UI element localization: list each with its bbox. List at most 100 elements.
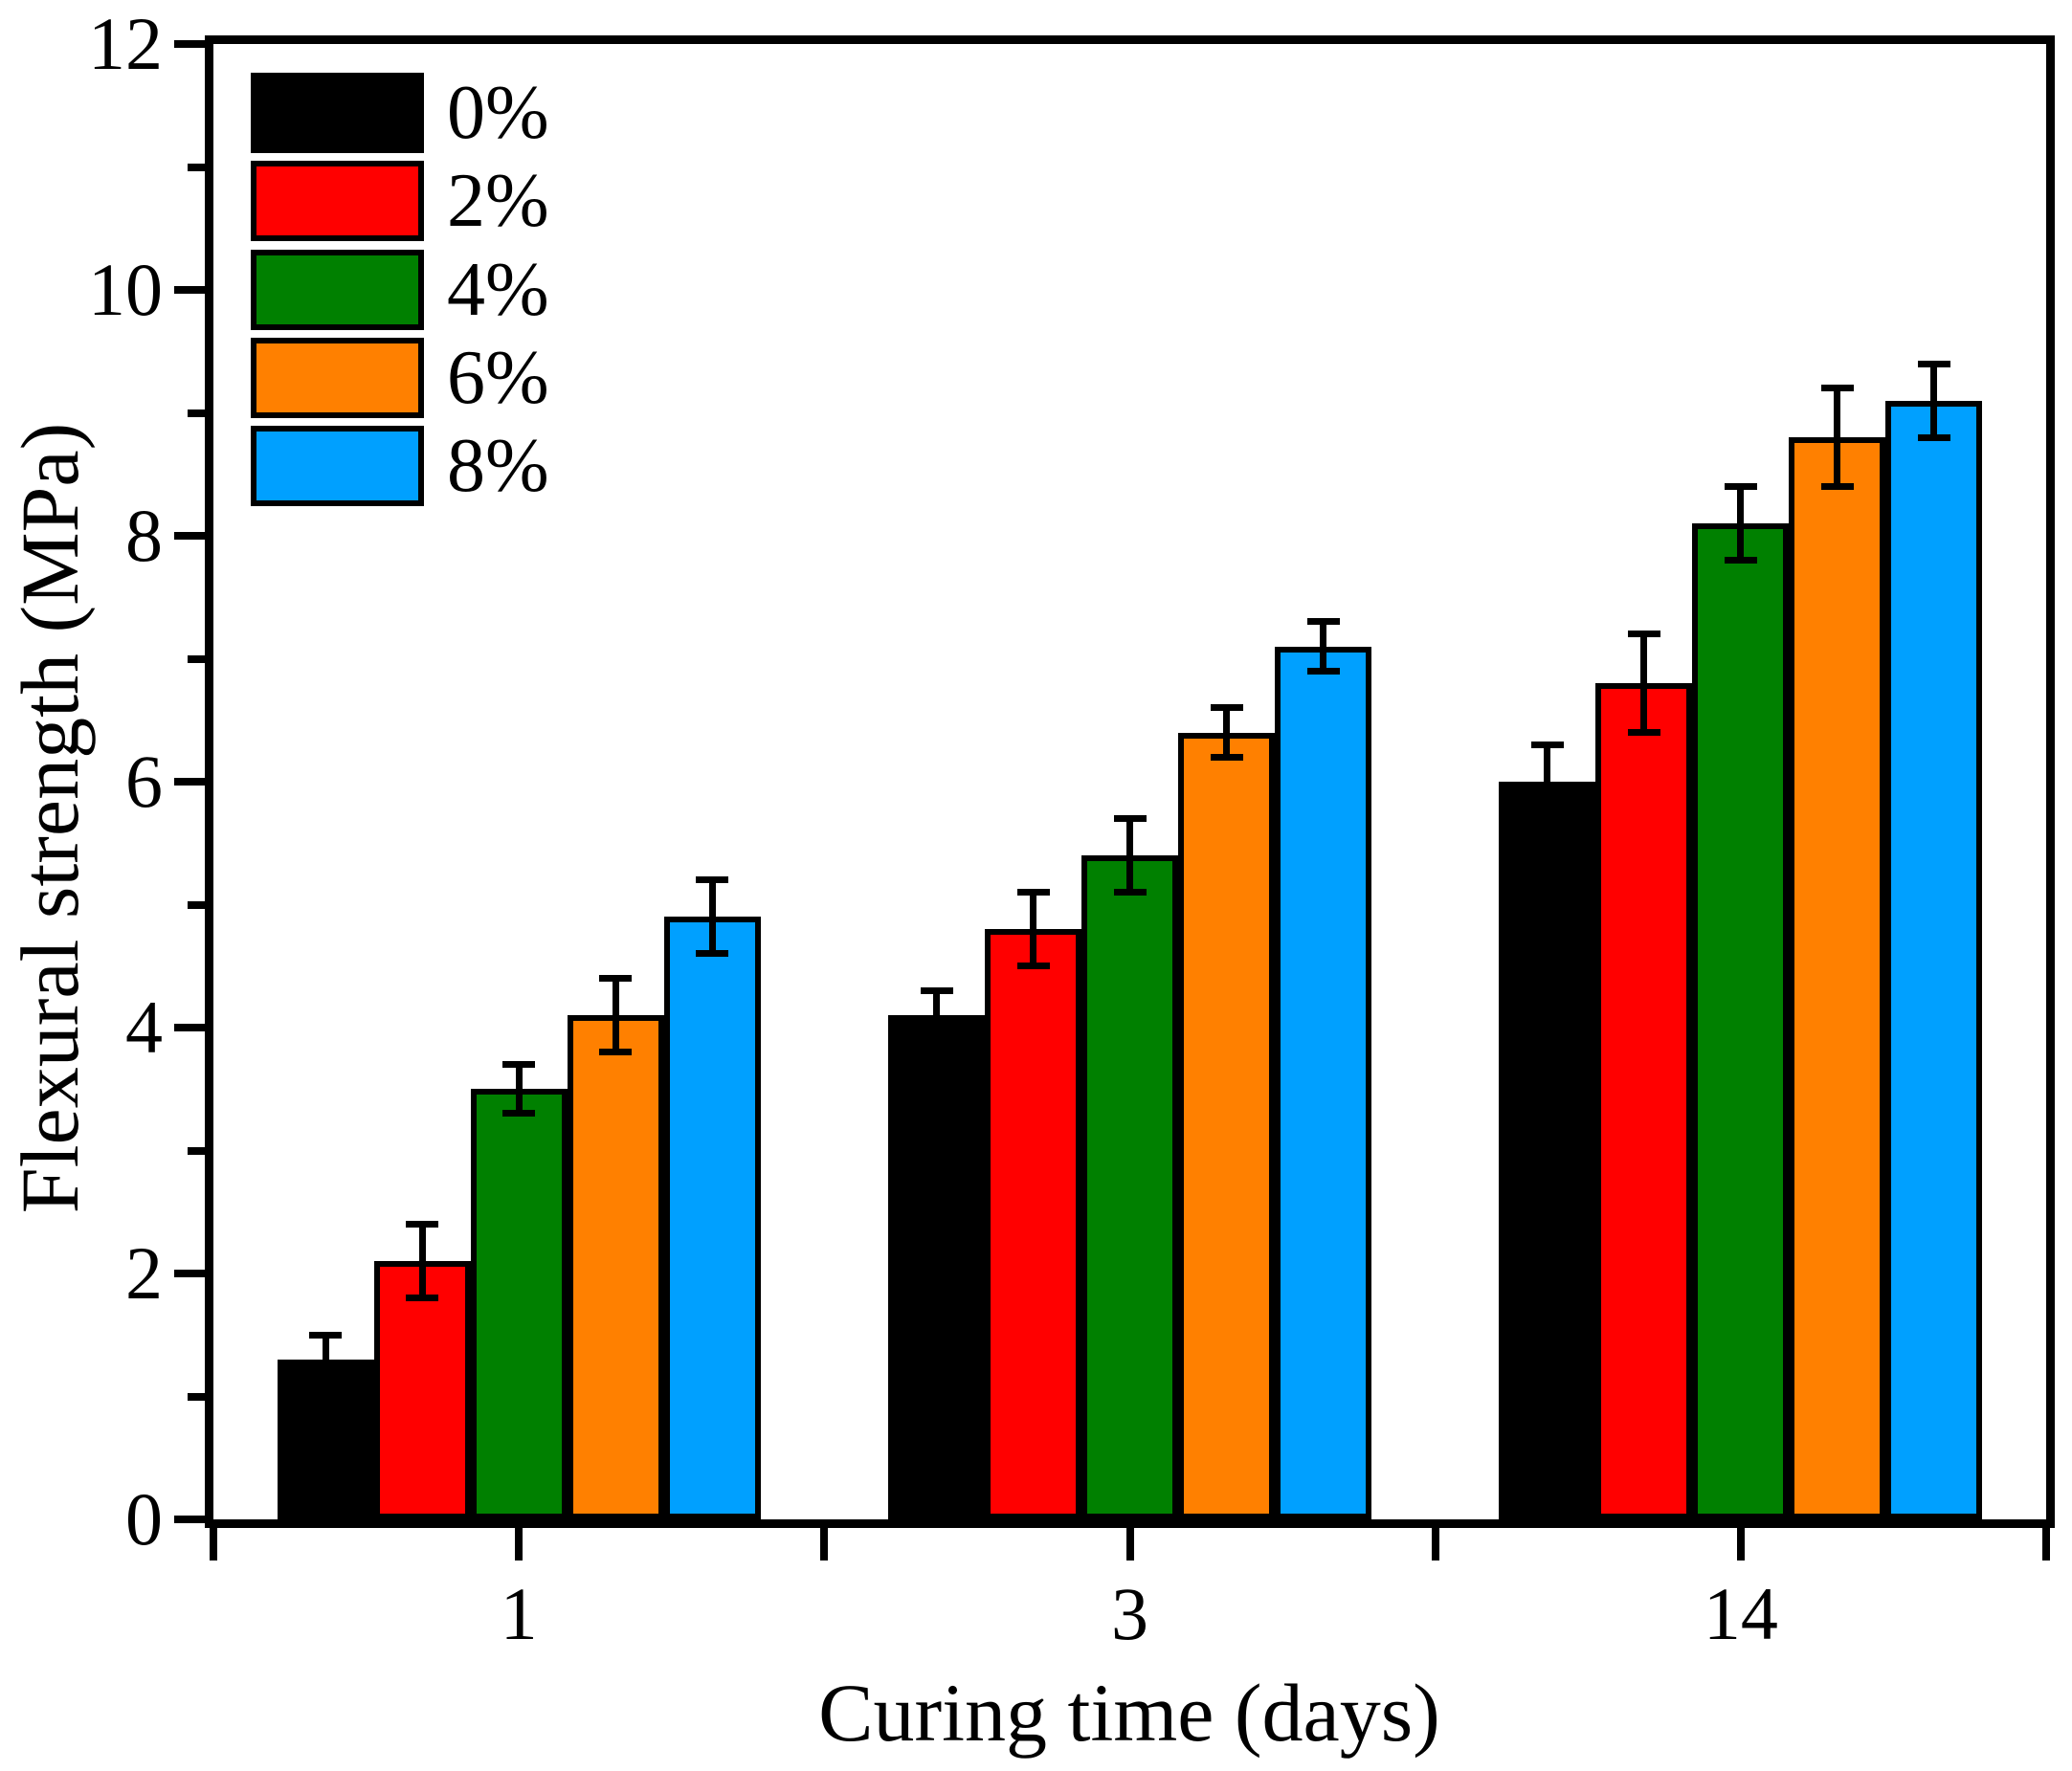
y-tick-label: 6 xyxy=(125,740,163,823)
error-bar-line-2%-day1 xyxy=(418,1224,426,1298)
x-major-tick xyxy=(515,1528,524,1561)
x-boundary-tick xyxy=(210,1528,217,1561)
bar-2%-day14 xyxy=(1595,683,1693,1519)
y-tick-label: 10 xyxy=(88,248,163,331)
y-major-tick xyxy=(174,40,205,48)
error-bar-cap-top-2%-day3 xyxy=(1016,889,1050,897)
error-bar-cap-top-6%-day1 xyxy=(599,975,633,983)
error-bar-line-2%-day3 xyxy=(1030,892,1036,966)
error-bar-line-6%-day14 xyxy=(1834,387,1841,487)
legend-swatch-0 xyxy=(251,73,424,153)
error-bar-line-0%-day3 xyxy=(933,990,940,1040)
error-bar-line-0%-day1 xyxy=(322,1335,329,1384)
error-bar-cap-top-6%-day14 xyxy=(1820,385,1854,392)
error-bar-cap-bottom-2%-day1 xyxy=(406,1295,439,1302)
bar-4%-day14 xyxy=(1692,523,1790,1519)
legend-swatch-1 xyxy=(251,161,424,241)
x-boundary-tick xyxy=(1431,1528,1439,1561)
error-bar-cap-bottom-6%-day3 xyxy=(1210,753,1243,761)
error-bar-cap-top-6%-day3 xyxy=(1210,704,1243,712)
y-tick-label: 4 xyxy=(125,985,163,1069)
bar-8%-day3 xyxy=(1275,646,1371,1519)
y-major-tick xyxy=(174,532,205,540)
error-bar-cap-top-8%-day3 xyxy=(1306,618,1340,626)
y-minor-tick xyxy=(188,163,205,171)
error-bar-line-0%-day14 xyxy=(1544,744,1551,819)
x-major-tick xyxy=(1736,1528,1745,1561)
error-bar-cap-bottom-8%-day1 xyxy=(696,950,729,958)
y-major-tick xyxy=(174,778,205,786)
y-minor-tick xyxy=(188,1146,205,1155)
legend-swatch-4 xyxy=(251,426,424,506)
error-bar-cap-bottom-0%-day3 xyxy=(920,1036,953,1044)
y-minor-tick xyxy=(188,654,205,663)
bar-4%-day3 xyxy=(1081,855,1178,1519)
error-bar-cap-top-0%-day3 xyxy=(920,986,953,994)
error-bar-cap-top-2%-day1 xyxy=(406,1221,439,1229)
error-bar-cap-bottom-6%-day1 xyxy=(599,1049,633,1056)
legend-label-2: 4% xyxy=(447,248,549,332)
bar-0%-day14 xyxy=(1499,782,1596,1519)
error-bar-cap-top-4%-day3 xyxy=(1113,815,1147,823)
legend-label-1: 2% xyxy=(447,159,549,243)
error-bar-line-4%-day14 xyxy=(1737,486,1745,561)
error-bar-cap-top-0%-day1 xyxy=(309,1331,343,1339)
error-bar-line-8%-day3 xyxy=(1320,621,1326,672)
error-bar-line-2%-day14 xyxy=(1640,633,1648,733)
bar-6%-day14 xyxy=(1789,437,1886,1519)
x-boundary-tick xyxy=(820,1528,829,1561)
error-bar-cap-top-8%-day14 xyxy=(1917,360,1950,367)
error-bar-cap-top-8%-day1 xyxy=(696,876,729,884)
error-bar-cap-bottom-8%-day3 xyxy=(1306,667,1340,675)
bar-8%-day1 xyxy=(663,917,761,1519)
bar-0%-day3 xyxy=(888,1015,985,1519)
x-major-tick xyxy=(1125,1528,1134,1561)
legend-swatch-3 xyxy=(251,338,424,418)
error-bar-cap-bottom-8%-day14 xyxy=(1917,433,1950,441)
plot-frame xyxy=(205,35,2055,1528)
y-tick-label: 8 xyxy=(125,494,163,577)
error-bar-line-6%-day3 xyxy=(1223,707,1230,758)
y-tick-label: 12 xyxy=(88,2,163,85)
y-tick-label: 2 xyxy=(125,1231,163,1315)
x-tick-label: 3 xyxy=(1111,1572,1148,1655)
bar-8%-day14 xyxy=(1885,400,1983,1519)
bar-2%-day3 xyxy=(985,929,1081,1519)
error-bar-cap-top-2%-day14 xyxy=(1627,631,1660,638)
y-major-tick xyxy=(174,1270,205,1277)
x-axis-title: Curing time (days) xyxy=(818,1667,1440,1759)
bar-6%-day1 xyxy=(567,1015,664,1519)
legend-label-0: 0% xyxy=(447,71,549,155)
error-bar-line-8%-day14 xyxy=(1930,364,1938,438)
error-bar-cap-bottom-0%-day1 xyxy=(309,1381,343,1388)
y-tick-label: 0 xyxy=(125,1477,163,1561)
x-tick-label: 14 xyxy=(1703,1572,1778,1655)
error-bar-cap-bottom-4%-day1 xyxy=(502,1110,536,1118)
error-bar-line-4%-day1 xyxy=(515,1064,523,1114)
error-bar-cap-top-4%-day14 xyxy=(1724,483,1757,491)
legend-label-3: 6% xyxy=(447,336,549,420)
y-minor-tick xyxy=(188,409,205,417)
error-bar-cap-top-0%-day14 xyxy=(1530,741,1564,748)
error-bar-cap-bottom-4%-day3 xyxy=(1113,889,1147,897)
x-tick-label: 1 xyxy=(500,1572,538,1655)
legend-swatch-2 xyxy=(251,250,424,330)
error-bar-line-6%-day1 xyxy=(612,978,619,1052)
y-axis-title: Flexural strength (MPa) xyxy=(4,422,96,1214)
error-bar-cap-top-4%-day1 xyxy=(502,1061,536,1069)
error-bar-cap-bottom-2%-day3 xyxy=(1016,963,1050,970)
error-bar-cap-bottom-0%-day14 xyxy=(1530,815,1564,823)
bar-6%-day3 xyxy=(1178,732,1275,1519)
bar-2%-day1 xyxy=(373,1261,471,1519)
error-bar-line-4%-day3 xyxy=(1126,818,1133,893)
y-major-tick xyxy=(174,1516,205,1523)
y-major-tick xyxy=(174,1024,205,1031)
legend-label-4: 8% xyxy=(447,424,549,508)
x-boundary-tick xyxy=(2042,1528,2050,1561)
y-minor-tick xyxy=(188,1392,205,1401)
bar-4%-day1 xyxy=(470,1089,568,1519)
error-bar-line-8%-day1 xyxy=(708,879,716,954)
y-major-tick xyxy=(174,286,205,294)
error-bar-cap-bottom-6%-day14 xyxy=(1820,483,1854,491)
